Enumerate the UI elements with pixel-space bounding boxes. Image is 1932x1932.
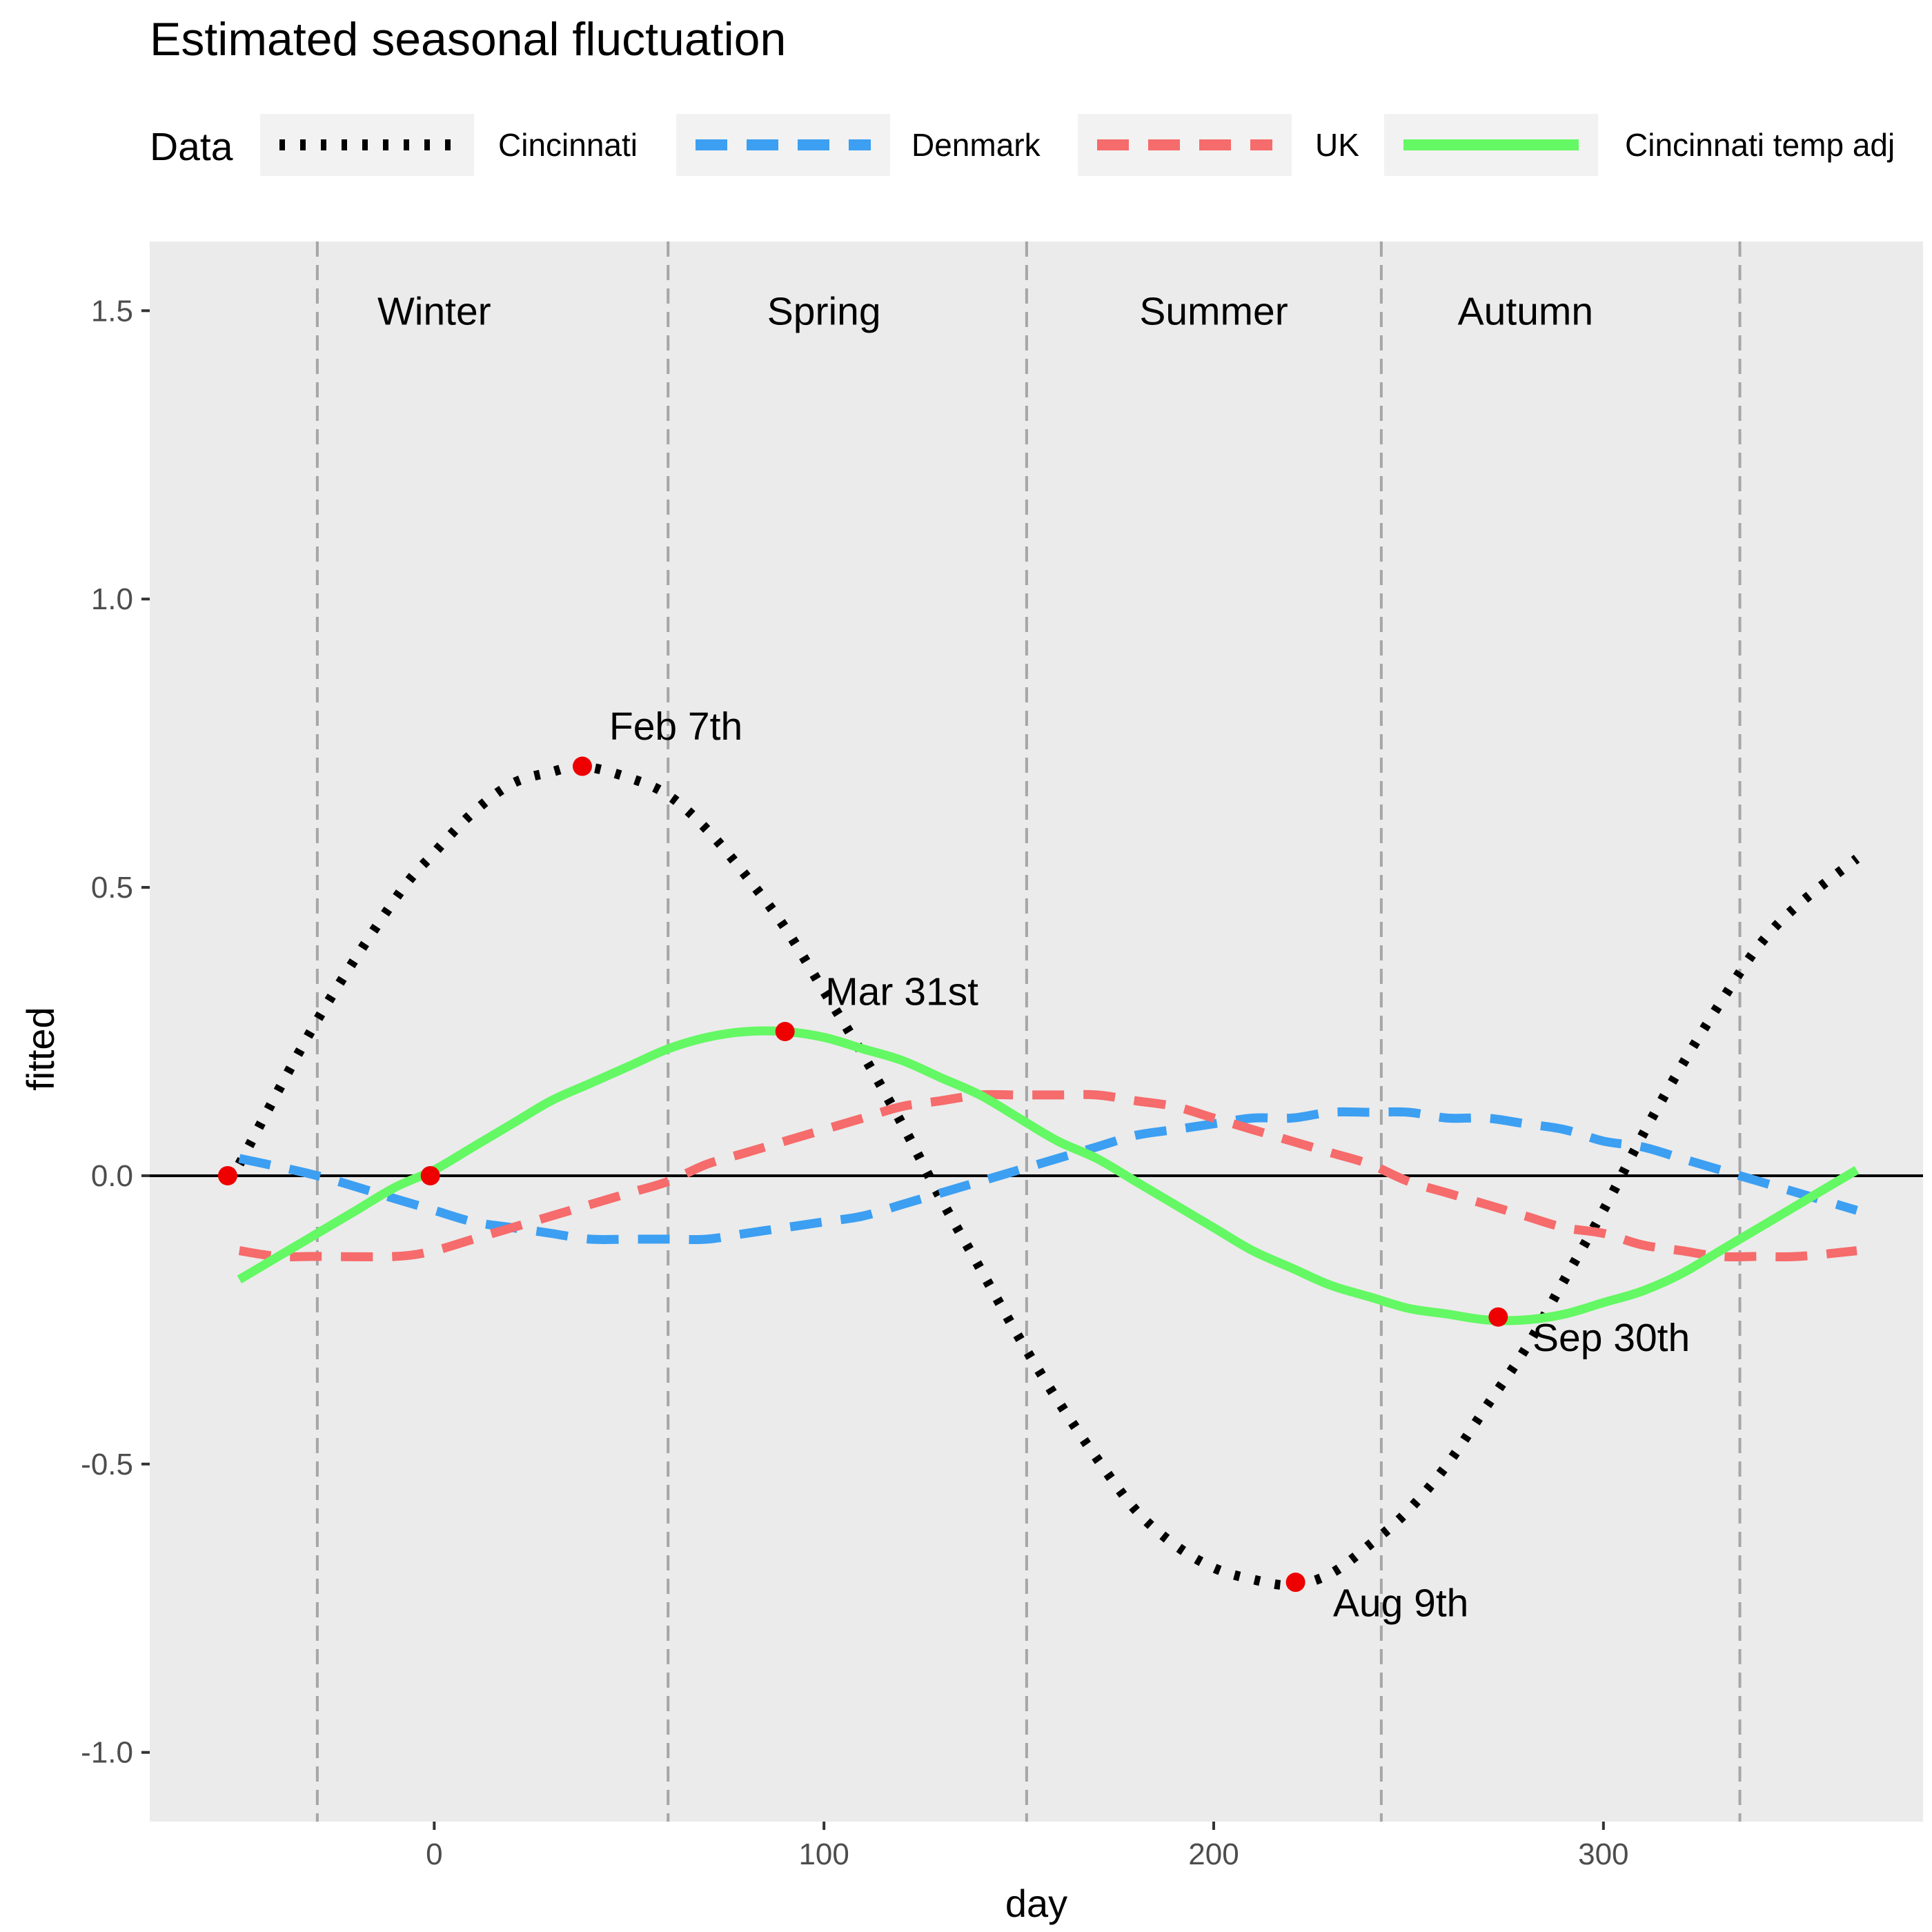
- legend: Data Cincinnati Denmark UK Cincinnati temp …: [150, 114, 1895, 176]
- y-tick-label: -0.5: [81, 1448, 133, 1481]
- x-tick-label: 0: [426, 1837, 442, 1871]
- x-tick-label: 100: [798, 1837, 849, 1871]
- marker-point: [217, 1165, 237, 1185]
- y-tick-label: 0.5: [91, 871, 133, 905]
- y-tick-label: -1.0: [81, 1736, 133, 1770]
- date-annotation: Aug 9th: [1333, 1581, 1469, 1625]
- legend-label-cincinnati-temp-adj: Cincinnati temp adj: [1625, 127, 1895, 163]
- y-tick-label: 1.0: [91, 582, 133, 616]
- legend-title: Data: [150, 125, 233, 169]
- x-axis-title: day: [1005, 1882, 1067, 1925]
- legend-label-uk: UK: [1315, 127, 1359, 163]
- legend-label-denmark: Denmark: [911, 127, 1041, 163]
- season-label-spring: Spring: [767, 289, 881, 333]
- series-line-uk: [238, 1090, 1857, 1262]
- x-tick-label: 200: [1188, 1837, 1239, 1871]
- plot-panel: [150, 241, 1923, 1822]
- y-tick-label: 1.5: [91, 294, 133, 328]
- marker-point: [775, 1022, 795, 1041]
- season-label-autumn: Autumn: [1458, 289, 1593, 333]
- season-label-winter: Winter: [377, 289, 491, 333]
- marker-point: [1488, 1307, 1508, 1327]
- series-line-cincinnati-temp-adj: [237, 1026, 1860, 1325]
- y-tick-label: 0.0: [91, 1159, 133, 1193]
- marker-point: [420, 1165, 440, 1185]
- legend-label-cincinnati: Cincinnati: [498, 127, 638, 163]
- date-annotation: Mar 31st: [825, 969, 978, 1014]
- date-annotation: Sep 30th: [1532, 1316, 1690, 1360]
- date-annotation: Feb 7th: [609, 704, 742, 749]
- marker-point: [572, 756, 592, 776]
- x-tick-label: 300: [1578, 1837, 1628, 1871]
- series-line-denmark: [238, 1107, 1858, 1245]
- marker-point: [1285, 1573, 1305, 1593]
- chart-title: Estimated seasonal fluctuation: [150, 13, 786, 66]
- season-label-summer: Summer: [1139, 289, 1288, 333]
- y-axis-title: fitted: [19, 1007, 62, 1090]
